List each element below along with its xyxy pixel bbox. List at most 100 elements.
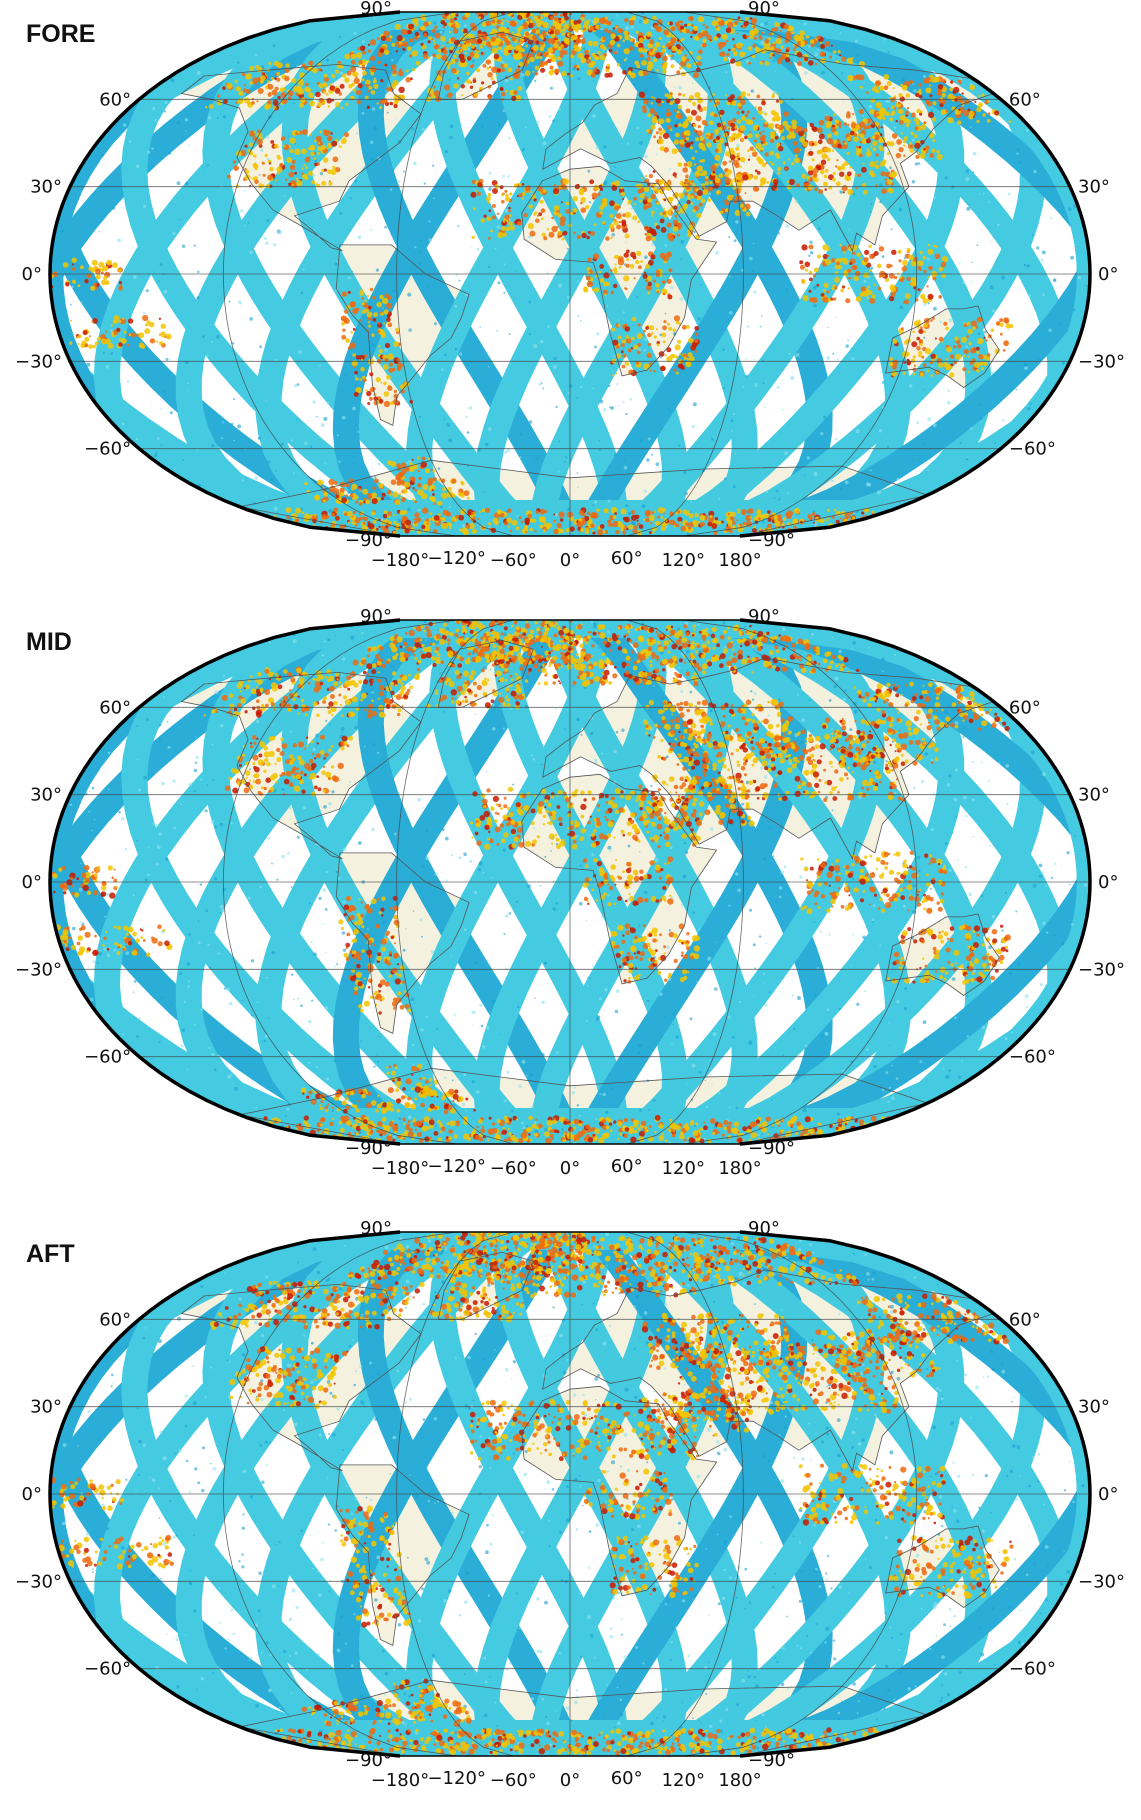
hotspot (669, 209, 672, 212)
hotspot (368, 306, 372, 310)
hotspot (750, 516, 753, 519)
hotspot (436, 54, 441, 59)
speckle (533, 344, 537, 348)
hotspot (673, 172, 677, 176)
hotspot (443, 50, 448, 55)
hotspot (404, 482, 410, 488)
hotspot (602, 221, 605, 224)
hotspot (889, 118, 893, 122)
speckle (656, 462, 660, 466)
hotspot (772, 95, 775, 98)
speckle (342, 416, 346, 420)
speckle (898, 208, 902, 212)
hotspot (653, 98, 656, 101)
speckle (762, 520, 765, 523)
hotspot (787, 510, 793, 516)
speckle (182, 459, 184, 461)
speckle (529, 420, 533, 424)
speckle (648, 438, 651, 441)
hotspot (487, 72, 492, 77)
hotspot (935, 245, 938, 248)
hotspot (702, 30, 708, 36)
hotspot (659, 212, 663, 216)
hotspot (600, 524, 605, 529)
hotspot (624, 517, 630, 523)
hotspot (662, 280, 665, 283)
hotspot (533, 198, 536, 201)
hotspot (766, 181, 769, 184)
hotspot (498, 27, 503, 32)
hotspot (753, 28, 759, 34)
speckle (930, 459, 931, 460)
hotspot (861, 286, 867, 292)
hotspot (72, 280, 76, 284)
hotspot (540, 16, 543, 19)
speckle (594, 501, 597, 504)
hotspot (776, 38, 782, 44)
hotspot (727, 520, 733, 526)
hotspot (453, 55, 456, 58)
hotspot (923, 256, 927, 260)
speckle (1016, 148, 1020, 152)
speckle (608, 500, 611, 503)
speckle (639, 20, 642, 23)
speckle (668, 170, 669, 171)
speckle (501, 50, 503, 52)
hotspot (663, 30, 669, 36)
hotspot (333, 488, 339, 494)
hotspot (925, 348, 931, 354)
hotspot (587, 281, 593, 287)
hotspot (520, 26, 524, 30)
hotspot (355, 524, 358, 527)
hotspot (928, 294, 934, 300)
hotspot (680, 26, 684, 30)
hotspot (625, 212, 631, 218)
hotspot (434, 503, 436, 505)
speckle (248, 222, 250, 224)
speckle (735, 220, 739, 224)
hotspot (496, 36, 498, 38)
speckle (57, 280, 59, 282)
hotspot (437, 76, 442, 81)
speckle (931, 110, 933, 112)
hotspot (335, 70, 339, 74)
hotspot (732, 526, 736, 530)
hotspot (433, 477, 437, 481)
hotspot (651, 102, 653, 104)
hotspot (166, 334, 172, 340)
speckle (503, 110, 506, 113)
hotspot (358, 60, 362, 64)
hotspot (678, 105, 682, 109)
speckle (185, 130, 186, 131)
hotspot (921, 356, 924, 359)
hotspot (573, 45, 577, 49)
hotspot (775, 188, 777, 190)
speckle (244, 190, 246, 192)
speckle (382, 307, 384, 309)
speckle (267, 460, 270, 463)
speckle (258, 437, 261, 440)
hotspot (535, 72, 539, 76)
hotspot (663, 208, 665, 210)
hotspot (70, 320, 72, 322)
hotspot (308, 171, 313, 176)
speckle (354, 32, 357, 35)
speckle (503, 292, 505, 294)
hotspot (122, 318, 124, 320)
hotspot (674, 124, 677, 127)
speckle (362, 40, 365, 43)
hotspot (270, 140, 274, 144)
speckle (1008, 330, 1009, 331)
hotspot (639, 524, 644, 529)
speckle (259, 174, 261, 176)
speckle (545, 20, 547, 22)
hotspot (381, 333, 386, 338)
hotspot (72, 258, 77, 263)
hotspot (678, 162, 683, 167)
hotspot (604, 73, 609, 78)
hotspot (484, 215, 487, 218)
hotspot (243, 88, 247, 92)
hotspot (925, 100, 930, 105)
hotspot (69, 342, 72, 345)
hotspot (613, 515, 617, 519)
